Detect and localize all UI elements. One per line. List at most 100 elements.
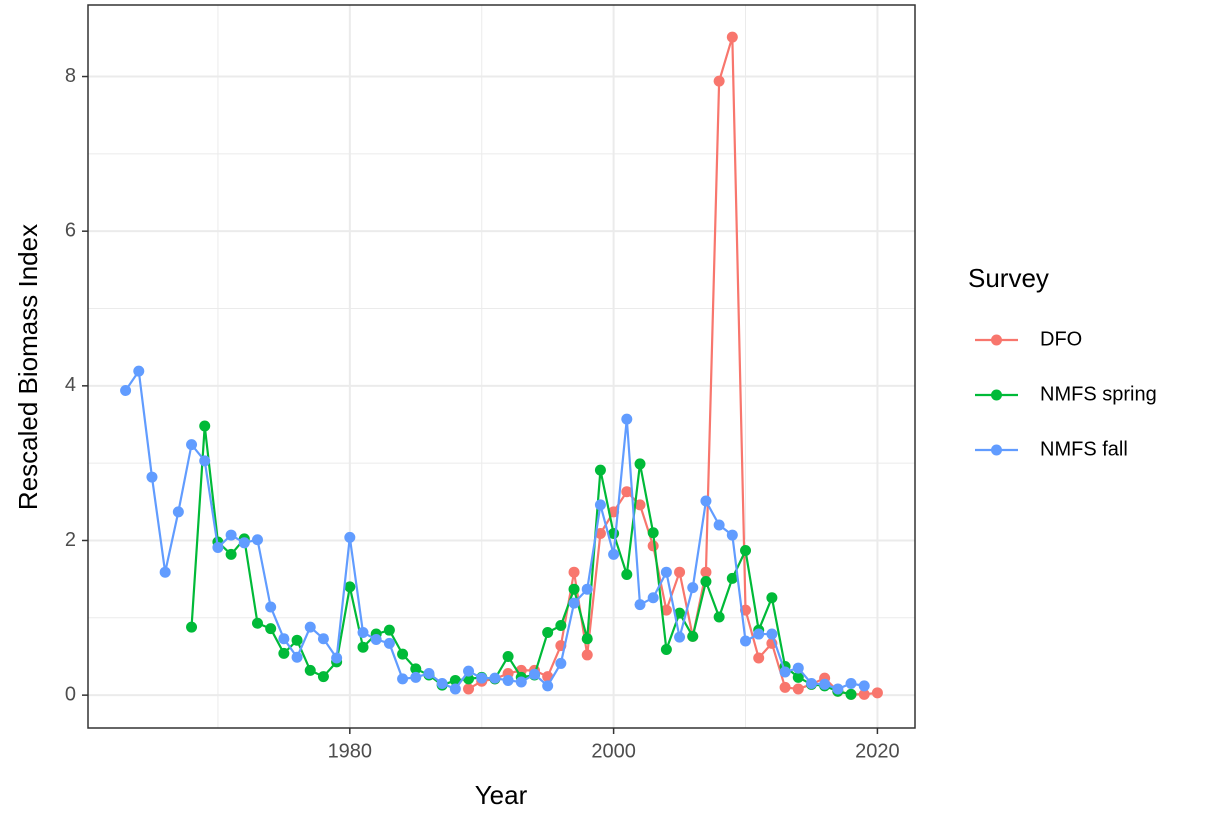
point: [383, 624, 395, 636]
legend-title: Survey: [968, 263, 1049, 293]
point: [555, 620, 567, 632]
legend-key-point: [991, 334, 1002, 346]
point: [805, 678, 817, 690]
point: [383, 637, 395, 649]
point: [594, 528, 606, 540]
point: [397, 673, 409, 685]
point: [278, 647, 290, 659]
point: [660, 604, 672, 616]
point: [634, 458, 646, 470]
point: [186, 439, 198, 451]
point: [674, 607, 686, 619]
point: [542, 627, 554, 639]
point: [476, 672, 488, 684]
point: [740, 635, 752, 647]
point: [858, 680, 870, 692]
point: [581, 583, 593, 595]
point: [700, 566, 712, 578]
point: [449, 674, 461, 686]
point: [687, 582, 699, 594]
point: [370, 633, 382, 645]
point: [463, 665, 475, 677]
point: [317, 633, 329, 645]
point: [172, 506, 184, 518]
legend-label: NMFS spring: [1040, 383, 1157, 405]
legend-label: DFO: [1040, 328, 1082, 350]
point: [713, 75, 725, 87]
y-tick-label: 8: [65, 65, 76, 87]
point: [753, 628, 765, 640]
point: [304, 621, 316, 633]
point: [700, 495, 712, 507]
y-tick-label: 6: [65, 219, 76, 241]
point: [726, 572, 738, 584]
point: [832, 683, 844, 695]
point: [792, 683, 804, 695]
point: [621, 569, 633, 581]
point: [608, 548, 620, 560]
point: [726, 31, 738, 43]
point: [449, 683, 461, 695]
point: [568, 597, 580, 609]
point: [792, 671, 804, 683]
point: [660, 566, 672, 578]
point: [621, 486, 633, 498]
point: [871, 687, 883, 699]
point: [713, 519, 725, 531]
point: [647, 592, 659, 604]
point: [291, 651, 303, 663]
point: [397, 648, 409, 660]
y-tick-label: 0: [65, 683, 76, 705]
point: [713, 611, 725, 623]
point: [410, 671, 422, 683]
point: [568, 566, 580, 578]
point: [331, 652, 343, 664]
point: [238, 537, 250, 549]
point: [344, 531, 356, 543]
point: [792, 662, 804, 674]
point: [225, 548, 237, 560]
series-line: [467, 36, 878, 696]
point: [436, 678, 448, 690]
point: [608, 506, 620, 518]
point: [133, 365, 145, 377]
point: [766, 592, 778, 604]
point: [779, 681, 791, 693]
point: [463, 683, 475, 695]
panel-border: [87, 4, 916, 729]
legend-key-point: [991, 444, 1002, 456]
point: [528, 668, 540, 680]
point: [251, 617, 263, 629]
point: [146, 471, 158, 483]
point: [581, 649, 593, 661]
point: [634, 599, 646, 611]
point: [265, 601, 277, 613]
point: [199, 420, 211, 432]
point: [265, 623, 277, 635]
point: [317, 671, 329, 683]
point: [779, 666, 791, 678]
point: [766, 628, 778, 640]
point: [555, 657, 567, 669]
point: [660, 644, 672, 656]
point: [542, 680, 554, 692]
y-tick-label: 2: [65, 529, 76, 551]
y-tick-label: 4: [65, 374, 76, 396]
point: [674, 631, 686, 643]
point: [186, 621, 198, 633]
x-axis-title: Year: [475, 780, 528, 810]
point: [489, 672, 501, 684]
point: [502, 650, 514, 662]
point: [502, 674, 514, 686]
point: [344, 581, 356, 593]
y-axis-title: Rescaled Biomass Index: [13, 224, 43, 510]
point: [687, 630, 699, 642]
point: [819, 678, 831, 690]
point: [225, 529, 237, 541]
legend-label: NMFS fall: [1040, 438, 1128, 460]
point: [357, 627, 369, 639]
x-tick-label: 2020: [855, 740, 900, 762]
point: [120, 384, 132, 396]
point: [845, 688, 857, 700]
